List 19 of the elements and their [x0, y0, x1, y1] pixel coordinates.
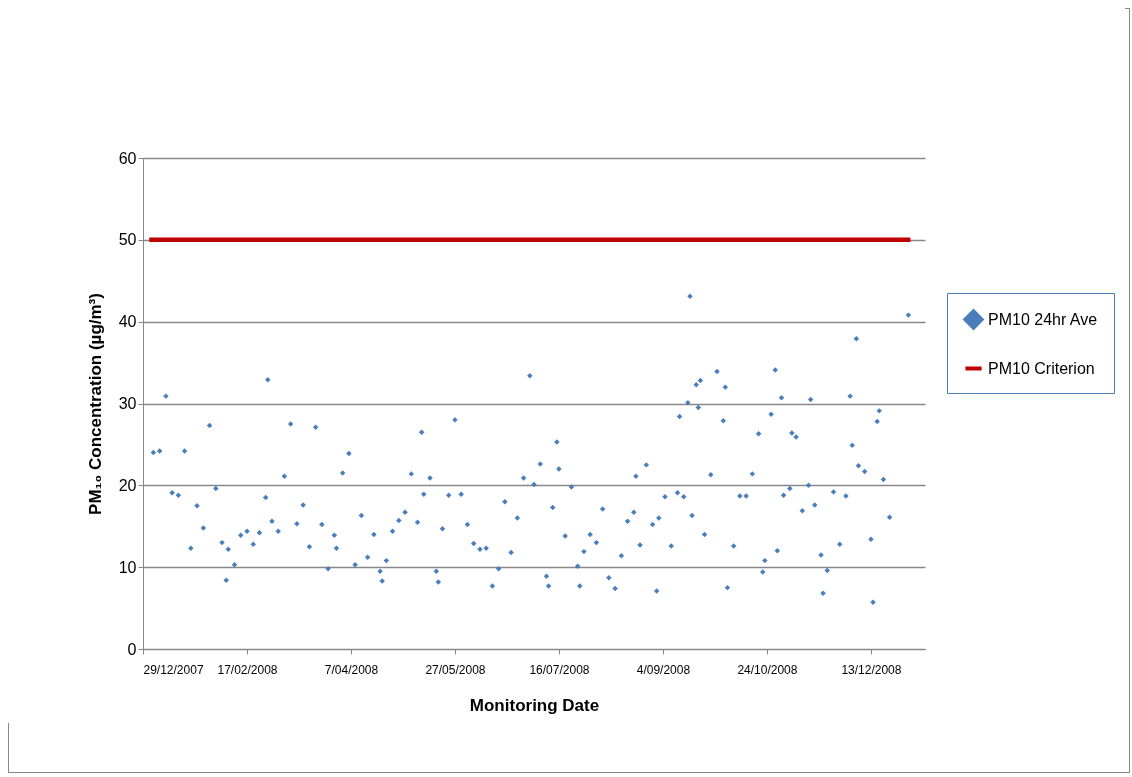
x-tick-label: 24/10/2008 — [737, 662, 798, 677]
y-tick-label: 30 — [118, 395, 137, 412]
legend-label: PM10 24hr Ave — [988, 310, 1098, 328]
x-tick-label: 7/04/2008 — [324, 662, 379, 677]
x-axis-title: Monitoring Date — [469, 695, 600, 715]
y-axis-title: PM₁₀ Concentration (µg/m³) — [85, 293, 105, 515]
legend-label: PM10 Criterion — [988, 359, 1095, 377]
x-tick-label: 13/12/2008 — [841, 662, 902, 677]
x-tick-label: 29/12/2007 — [143, 662, 204, 677]
x-tick-label: 16/07/2008 — [529, 662, 590, 677]
y-tick-label: 20 — [118, 476, 137, 494]
y-tick-label: 60 — [118, 149, 137, 167]
x-tick-label: 17/02/2008 — [217, 662, 278, 677]
y-tick-label: 0 — [127, 640, 137, 658]
y-tick-label: 10 — [118, 558, 137, 576]
x-tick-label: 4/09/2008 — [636, 662, 691, 677]
y-tick-label: 40 — [118, 313, 137, 331]
y-tick-label: 50 — [118, 231, 137, 249]
x-tick-label: 27/05/2008 — [425, 662, 486, 677]
